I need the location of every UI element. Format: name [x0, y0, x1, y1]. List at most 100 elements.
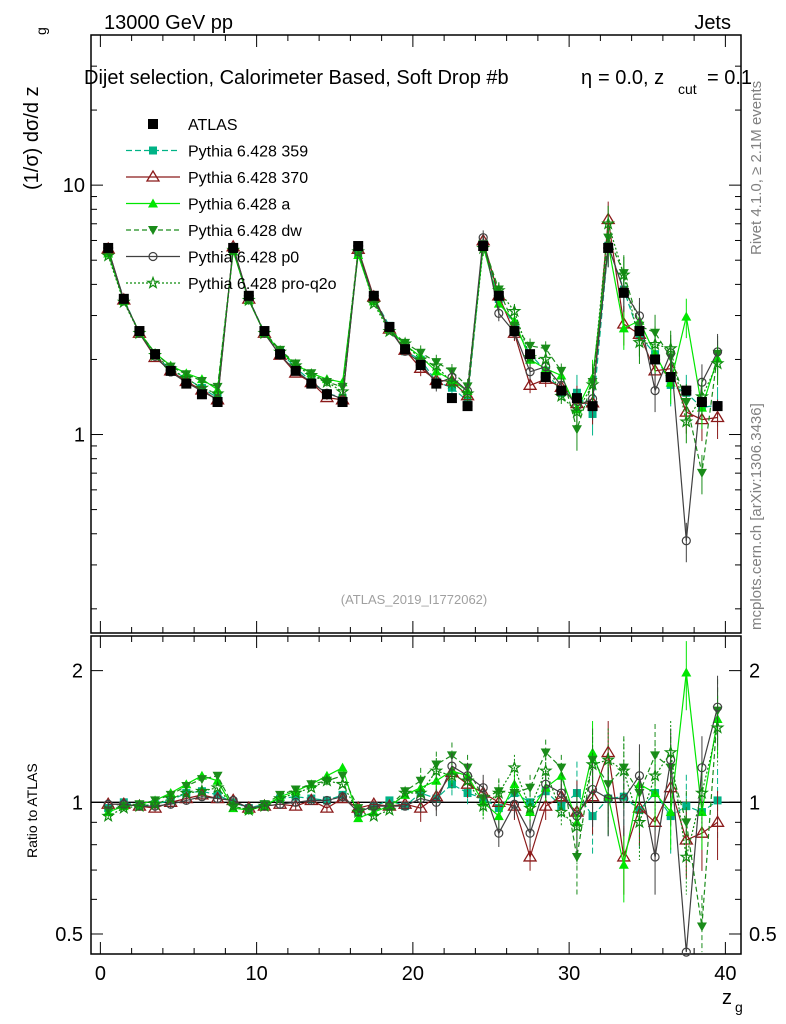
legend-marker [148, 226, 158, 235]
beam-label: 13000 GeV pp [104, 12, 233, 34]
main-point [460, 386, 475, 400]
ratio-point [163, 791, 178, 805]
main-y-axis-label: (1/σ) dσ/d z g [21, 27, 49, 190]
ratio-point [431, 775, 442, 785]
main-point [304, 367, 319, 382]
legend: ATLAS Pythia 6.428 359 Pythia 6.428 370 Pyt… [126, 117, 337, 293]
main-point [507, 303, 522, 318]
legend-marker [146, 275, 160, 289]
eta-symbol: η [581, 67, 592, 89]
ratio-point [541, 779, 551, 789]
ratio-point [491, 785, 506, 799]
ratio-point [196, 775, 207, 785]
atlas-point [618, 287, 629, 298]
atlas-point [306, 378, 317, 389]
main-y-tick-label: 10 [63, 175, 85, 197]
ratio-point [337, 762, 348, 772]
legend-label: Pythia 6.428 p0 [188, 250, 299, 267]
ratio-point [696, 922, 707, 932]
x-axis-label: z [722, 987, 732, 1009]
ratio-point [194, 783, 209, 798]
main-point [601, 216, 616, 230]
main-series-line [107, 223, 719, 424]
ratio-point [400, 787, 411, 797]
atlas-point [509, 326, 520, 337]
ratio-point [663, 745, 678, 759]
ratio-point [601, 752, 616, 766]
ratio-point [507, 760, 522, 774]
atlas-point [259, 326, 270, 337]
ratio-point [101, 808, 116, 822]
ratio-point [556, 763, 567, 773]
ratio-point [554, 804, 569, 818]
ratio-point [647, 768, 663, 782]
main-point [522, 378, 538, 390]
atlas-point [665, 372, 676, 383]
ratio-point [556, 788, 566, 798]
atlas-point [650, 354, 661, 365]
ratio-point [710, 720, 725, 734]
ratio-point [304, 780, 319, 794]
main-point [616, 267, 631, 281]
atlas-point [212, 397, 223, 408]
ratio-point [632, 814, 647, 829]
ratio-point [522, 849, 538, 862]
ratio-series-line [108, 707, 719, 953]
legend-marker [149, 146, 157, 155]
main-point [538, 351, 553, 366]
ratio-point [665, 807, 676, 817]
ratio-point [650, 751, 661, 761]
ratio-point [616, 763, 631, 777]
ratio-point [319, 800, 335, 813]
ratio-point [272, 791, 288, 805]
ratio-point [460, 773, 475, 787]
ratio-point [132, 798, 147, 813]
main-point [525, 341, 536, 351]
atlas-point [150, 349, 161, 360]
legend-label: Pythia 6.428 pro-q2o [188, 276, 337, 293]
main-point [663, 341, 678, 355]
ratio-point [226, 798, 241, 813]
atlas-point [400, 344, 411, 355]
ratio-point [710, 815, 725, 827]
main-point [710, 356, 725, 370]
main-point [650, 386, 660, 396]
atlas-point [196, 389, 207, 400]
atlas-point [353, 241, 364, 252]
legend-marker [148, 198, 158, 208]
x-tick-label: 40 [714, 963, 736, 985]
ratio-point [366, 808, 381, 822]
ratio-y-tick-label-right: 0.5 [749, 924, 777, 946]
atlas-point [134, 326, 145, 337]
ratio-point [538, 798, 553, 811]
legend-label: ATLAS [188, 117, 238, 134]
main-point [570, 404, 584, 418]
ratio-point [679, 832, 694, 845]
atlas-point [337, 397, 348, 408]
x-tick-label: 0 [95, 963, 106, 985]
ratio-series-line [107, 727, 719, 858]
atlas-point [540, 372, 551, 383]
atlas-point [696, 397, 707, 408]
main-point [681, 536, 691, 546]
ratio-y-tick-label: 0.5 [55, 924, 83, 946]
atlas-point [681, 385, 692, 396]
atlas-point [181, 378, 192, 389]
main-point [429, 358, 444, 372]
ratio-point [397, 785, 413, 800]
ratio-point [291, 792, 300, 801]
atlas-point [228, 242, 239, 253]
main-series-line [107, 243, 718, 416]
main-series-line [107, 237, 719, 541]
ratio-point [478, 783, 488, 793]
ratio-point [697, 763, 707, 773]
x-axis-label-sub: g [735, 999, 743, 1015]
ratio-point [228, 795, 238, 806]
main-series-line [107, 244, 719, 411]
ratio-point [476, 798, 491, 813]
ratio-series-layer [101, 641, 725, 957]
legend-label: Pythia 6.428 dw [188, 223, 302, 240]
main-series-line [107, 235, 719, 473]
atlas-point [103, 242, 114, 253]
ratio-point [679, 849, 694, 863]
